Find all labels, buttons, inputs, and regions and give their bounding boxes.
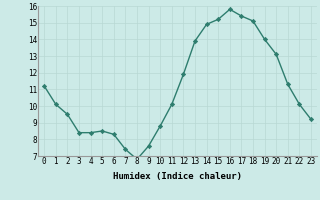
- X-axis label: Humidex (Indice chaleur): Humidex (Indice chaleur): [113, 172, 242, 181]
